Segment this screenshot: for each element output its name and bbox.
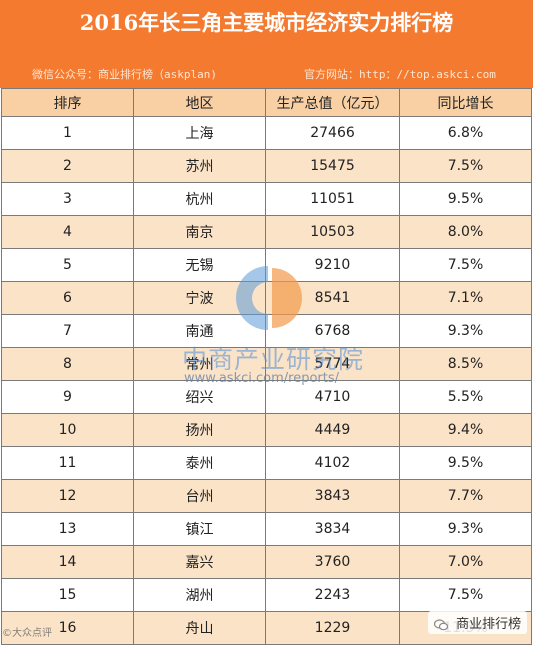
table-row: 5 无锡 9210 7.5%: [1, 248, 532, 282]
column-header-gdp: 生产总值（亿元）: [265, 88, 400, 117]
table-header-row: 排序 地区 生产总值（亿元） 同比增长: [1, 88, 532, 117]
rank-cell: 4: [1, 215, 134, 249]
rank-cell: 8: [1, 347, 134, 381]
gdp-cell: 27466: [265, 116, 400, 150]
website-label: 官方网站：http：//top.askci.com: [304, 68, 496, 81]
gdp-cell: 3760: [265, 545, 400, 579]
source-watermark-label: ©大众点评: [2, 628, 52, 639]
rank-cell: 6: [1, 281, 134, 315]
growth-cell: 9.5%: [399, 446, 532, 480]
growth-cell: 6.8%: [399, 116, 532, 150]
table-row: 15 湖州 2243 7.5%: [1, 578, 532, 612]
gdp-cell: 1229: [265, 611, 400, 645]
column-header-region: 地区: [133, 88, 266, 117]
table-row: 4 南京 10503 8.0%: [1, 215, 532, 249]
gdp-cell: 15475: [265, 149, 400, 183]
growth-cell: 7.1%: [399, 281, 532, 315]
region-cell: 湖州: [133, 578, 266, 612]
growth-cell: 7.5%: [399, 578, 532, 612]
title-banner: 2016年长三角主要城市经济实力排行榜 微信公众号：商业排行榜（askplan)…: [0, 0, 533, 88]
growth-cell: 8.0%: [399, 215, 532, 249]
growth-cell: 9.3%: [399, 512, 532, 546]
table-row: 6 宁波 8541 7.1%: [1, 281, 532, 315]
gdp-cell: 4102: [265, 446, 400, 480]
region-cell: 南京: [133, 215, 266, 249]
region-cell: 台州: [133, 479, 266, 513]
table-row: 3 杭州 11051 9.5%: [1, 182, 532, 216]
gdp-cell: 8541: [265, 281, 400, 315]
gdp-cell: 3843: [265, 479, 400, 513]
gdp-cell: 9210: [265, 248, 400, 282]
account-badge-label: 商业排行榜: [456, 617, 522, 632]
growth-cell: 5.5%: [399, 380, 532, 414]
table-row: 12 台州 3843 7.7%: [1, 479, 532, 513]
region-cell: 无锡: [133, 248, 266, 282]
table-body: 1 上海 27466 6.8% 2 苏州 15475 7.5% 3 杭州 11051 9.5% 4 南京 1…: [1, 116, 532, 645]
table-row: 2 苏州 15475 7.5%: [1, 149, 532, 183]
account-badge: 商业排行榜: [428, 611, 528, 634]
wechat-icon: [434, 618, 448, 630]
table-row: 1 上海 27466 6.8%: [1, 116, 532, 150]
rank-cell: 15: [1, 578, 134, 612]
rank-cell: 12: [1, 479, 134, 513]
region-cell: 嘉兴: [133, 545, 266, 579]
page-title: 2016年长三角主要城市经济实力排行榜: [79, 10, 454, 35]
rank-cell: 2: [1, 149, 134, 183]
region-cell: 杭州: [133, 182, 266, 216]
table-row: 7 南通 6768 9.3%: [1, 314, 532, 348]
gdp-cell: 2243: [265, 578, 400, 612]
table-row: 16舟山122911.3%: [1, 611, 532, 645]
region-cell: 泰州: [133, 446, 266, 480]
region-cell: 舟山: [133, 611, 266, 645]
rank-cell: 9: [1, 380, 134, 414]
growth-cell: 9.4%: [399, 413, 532, 447]
column-header-rank: 排序: [1, 88, 134, 117]
table-row: 14 嘉兴 3760 7.0%: [1, 545, 532, 579]
table-row: 11 泰州 4102 9.5%: [1, 446, 532, 480]
gdp-cell: 11051: [265, 182, 400, 216]
region-cell: 宁波: [133, 281, 266, 315]
rank-cell: 3: [1, 182, 134, 216]
growth-cell: 9.3%: [399, 314, 532, 348]
gdp-cell: 6768: [265, 314, 400, 348]
growth-cell: 7.5%: [399, 248, 532, 282]
wechat-account-label: 微信公众号：商业排行榜（askplan): [32, 68, 217, 81]
rank-cell: 14: [1, 545, 134, 579]
table-row: 13 镇江 3834 9.3%: [1, 512, 532, 546]
rank-cell: 16: [1, 611, 134, 645]
region-cell: 上海: [133, 116, 266, 150]
rank-cell: 5: [1, 248, 134, 282]
region-cell: 南通: [133, 314, 266, 348]
region-cell: 苏州: [133, 149, 266, 183]
table-row: 8 常州 5774 8.5%: [1, 347, 532, 381]
gdp-cell: 4710: [265, 380, 400, 414]
growth-cell: 7.5%: [399, 149, 532, 183]
growth-cell: 8.5%: [399, 347, 532, 381]
gdp-cell: 5774: [265, 347, 400, 381]
rank-cell: 11: [1, 446, 134, 480]
gdp-cell: 10503: [265, 215, 400, 249]
table-row: 10 扬州 4449 9.4%: [1, 413, 532, 447]
column-header-growth: 同比增长: [399, 88, 532, 117]
region-cell: 绍兴: [133, 380, 266, 414]
gdp-cell: 4449: [265, 413, 400, 447]
rank-cell: 7: [1, 314, 134, 348]
growth-cell: 7.7%: [399, 479, 532, 513]
ranking-table: 排序 地区 生产总值（亿元） 同比增长 1 上海 27466 6.8% 2 苏州 15475…: [1, 88, 532, 645]
region-cell: 镇江: [133, 512, 266, 546]
growth-cell: 7.0%: [399, 545, 532, 579]
gdp-cell: 3834: [265, 512, 400, 546]
rank-cell: 13: [1, 512, 134, 546]
region-cell: 常州: [133, 347, 266, 381]
rank-cell: 1: [1, 116, 134, 150]
rank-cell: 10: [1, 413, 134, 447]
growth-cell: 9.5%: [399, 182, 532, 216]
region-cell: 扬州: [133, 413, 266, 447]
table-row: 9 绍兴 4710 5.5%: [1, 380, 532, 414]
